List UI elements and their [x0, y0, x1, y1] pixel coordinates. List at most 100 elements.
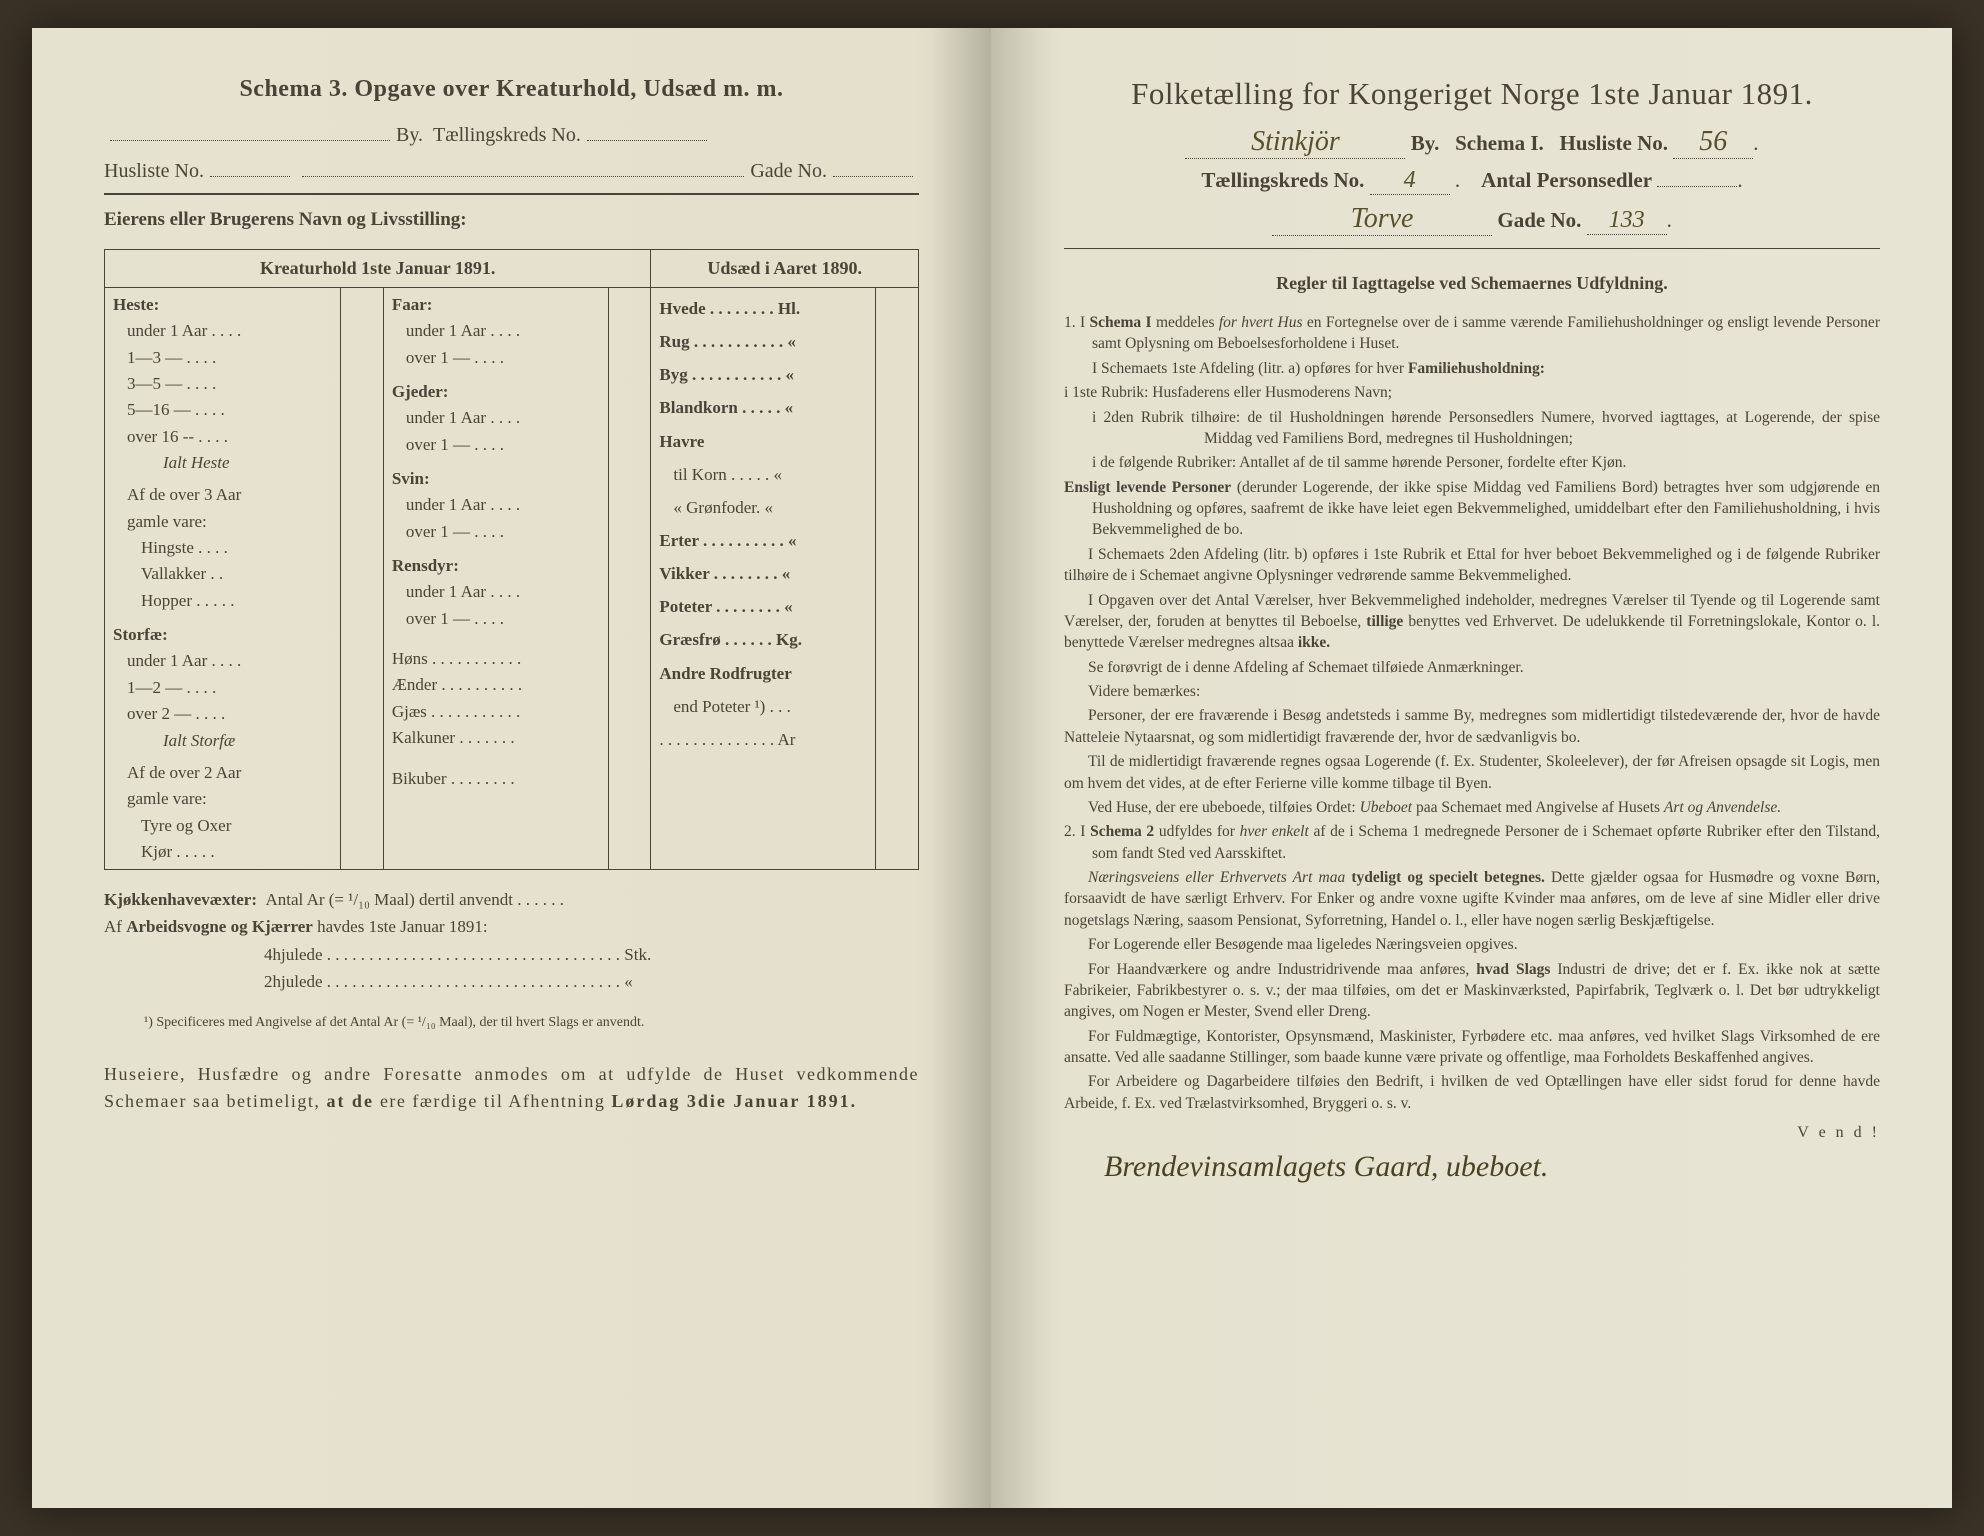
kalkuner: Kalkuner . . . . . . . — [392, 725, 600, 751]
bland: Blandkorn . . . . . « — [659, 391, 867, 424]
rd-r2: over 1 — . . . . — [392, 606, 600, 632]
heste-r4: 5—16 — . . . . — [113, 397, 332, 423]
heste-r1: under 1 Aar . . . . — [113, 318, 332, 344]
p4: i 2den Rubrik tilhøire: de til Husholdni… — [1064, 407, 1880, 450]
header-line-2: Tællingskreds No. 4 . Antal Personsedler… — [1064, 167, 1880, 195]
heste-head: Heste: — [113, 292, 332, 318]
faar-head: Faar: — [392, 292, 600, 318]
hingste: Hingste . . . . — [113, 535, 332, 561]
notice: Huseiere, Husfædre og andre Foresatte an… — [104, 1061, 919, 1117]
aender: Ænder . . . . . . . . . . — [392, 672, 600, 698]
book-spread: Schema 3. Opgave over Kreaturhold, Udsæd… — [32, 28, 1952, 1508]
gjeder-head: Gjeder: — [392, 379, 600, 405]
gjaes: Gjæs . . . . . . . . . . . — [392, 699, 600, 725]
col-uds: Udsæd i Aaret 1890. — [651, 250, 919, 288]
rensdyr-head: Rensdyr: — [392, 553, 600, 579]
st-r1: under 1 Aar . . . . — [113, 648, 332, 674]
divider — [104, 193, 919, 195]
hand-husliste: 56 — [1699, 126, 1727, 157]
erter: Erter . . . . . . . . . . « — [659, 524, 867, 557]
hjul2: 2hjulede . . . . . . . . . . . . . . . .… — [264, 968, 919, 995]
heste-r2: 1—3 — . . . . — [113, 345, 332, 371]
kjor: Kjør . . . . . — [113, 839, 332, 865]
hand-by: Stinkjör — [1251, 126, 1340, 157]
hons: Høns . . . . . . . . . . . — [392, 646, 600, 672]
vend: V e n d ! — [1064, 1124, 1880, 1142]
by-row: By. Tællingskreds No. — [104, 121, 919, 147]
af2: Af de over 2 Aar — [113, 760, 332, 786]
left-bottom: Kjøkkenhavevæxter: Antal Ar (= ¹/₁₀ Maal… — [104, 886, 919, 995]
col-kre: Kreaturhold 1ste Januar 1891. — [105, 250, 651, 288]
blank-ar: . . . . . . . . . . . . . . Ar — [659, 723, 867, 756]
p10: Videre bemærkes: — [1064, 681, 1880, 702]
faar-r1: under 1 Aar . . . . — [392, 318, 600, 344]
husliste: Husliste No. — [1560, 131, 1669, 155]
hjul4: 4hjulede . . . . . . . . . . . . . . . .… — [264, 941, 919, 968]
p5: i de følgende Rubriker: Antallet af de t… — [1064, 452, 1880, 473]
hand-tk: 4 — [1404, 167, 1416, 193]
rules-block: 1. I Schema I meddeles for hvert Hus en … — [1064, 312, 1880, 1114]
p16: For Logerende eller Besøgende maa ligele… — [1064, 934, 1880, 955]
kjokken: Kjøkkenhavevæxter: — [104, 890, 257, 909]
vikker: Vikker . . . . . . . . « — [659, 557, 867, 590]
p3: i 1ste Rubrik: Husfaderens eller Husmode… — [1064, 382, 1880, 403]
p12: Til de midlertidigt fraværende regnes og… — [1064, 751, 1880, 794]
heste-r3: 3—5 — . . . . — [113, 371, 332, 397]
schema3-title: Schema 3. Opgave over Kreaturhold, Udsæd… — [104, 76, 919, 103]
by-label: By. — [396, 124, 423, 147]
p7: I Schemaets 2den Afdeling (litr. b) opfø… — [1064, 544, 1880, 587]
kreatur-table: Kreaturhold 1ste Januar 1891. Udsæd i Aa… — [104, 249, 919, 870]
rd-r1: under 1 Aar . . . . — [392, 579, 600, 605]
census-title: Folketælling for Kongeriget Norge 1ste J… — [1064, 76, 1880, 112]
gade-label: Gade No. — [750, 160, 827, 183]
p19: For Arbeidere og Dagarbeidere tilføies d… — [1064, 1071, 1880, 1114]
ialt-storfae: Ialt Storfæ — [113, 728, 332, 754]
st-r3: over 2 — . . . . — [113, 701, 332, 727]
graes: Græsfrø . . . . . . Kg. — [659, 623, 867, 656]
antal: Antal Personsedler — [1481, 168, 1652, 192]
right-page: Folketælling for Kongeriget Norge 1ste J… — [992, 28, 1952, 1508]
sv-r2: over 1 — . . . . — [392, 519, 600, 545]
husliste-label: Husliste No. — [104, 160, 204, 183]
owner-label: Eierens eller Brugerens Navn og Livsstil… — [104, 209, 919, 231]
vallakker: Vallakker . . — [113, 561, 332, 587]
husliste-row: Husliste No. Gade No. — [104, 157, 919, 183]
hand-gadeno: 133 — [1609, 207, 1645, 233]
faar-r2: over 1 — . . . . — [392, 345, 600, 371]
poteter: Poteter . . . . . . . . « — [659, 590, 867, 623]
kjokken-txt: Antal Ar (= ¹/₁₀ Maal) dertil anvendt . … — [265, 890, 563, 909]
hand-gadename: Torve — [1351, 203, 1414, 234]
st-r2: 1—2 — . . . . — [113, 675, 332, 701]
gade: Gade No. — [1497, 208, 1581, 232]
gj-r1: under 1 Aar . . . . — [392, 405, 600, 431]
notice-date: Lørdag 3die Januar 1891. — [611, 1091, 857, 1111]
havre-g: « Grønfoder. « — [659, 491, 867, 524]
divider-right — [1064, 248, 1880, 249]
svin-head: Svin: — [392, 466, 600, 492]
by: By. — [1411, 131, 1440, 155]
gamle: gamle vare: — [113, 509, 332, 535]
p9: Se forøvrigt de i denne Afdeling af Sche… — [1064, 657, 1880, 678]
header-line-1: Stinkjör By. Schema I. Husliste No. 56. — [1064, 126, 1880, 159]
schema: Schema I. — [1455, 131, 1544, 155]
hvede: Hvede . . . . . . . . Hl. — [659, 292, 867, 325]
footnote: ¹) Specificeres med Angivelse af det Ant… — [144, 1013, 879, 1033]
regler-title: Regler til Iagttagelse ved Schemaernes U… — [1064, 273, 1880, 294]
header-line-3: Torve Gade No. 133. — [1064, 203, 1880, 236]
ialt-heste: Ialt Heste — [113, 450, 332, 476]
p11: Personer, der ere fraværende i Besøg and… — [1064, 705, 1880, 748]
havre-k: til Korn . . . . . « — [659, 458, 867, 491]
tk-label: Tællingskreds No. — [433, 124, 581, 147]
p18: For Fuldmægtige, Kontorister, Opsynsmænd… — [1064, 1026, 1880, 1069]
rug: Rug . . . . . . . . . . . « — [659, 325, 867, 358]
hand-note: Brendevinsamlagets Gaard, ubeboet. — [1064, 1150, 1880, 1184]
bikuber: Bikuber . . . . . . . . — [392, 766, 600, 792]
left-page: Schema 3. Opgave over Kreaturhold, Udsæd… — [32, 28, 992, 1508]
heste-r5: over 16 -- . . . . — [113, 424, 332, 450]
af3: Af de over 3 Aar — [113, 482, 332, 508]
andre: Andre Rodfrugter — [659, 657, 867, 690]
sv-r1: under 1 Aar . . . . — [392, 492, 600, 518]
storfae-head: Storfæ: — [113, 622, 332, 648]
gamle2: gamle vare: — [113, 786, 332, 812]
havre: Havre — [659, 425, 867, 458]
